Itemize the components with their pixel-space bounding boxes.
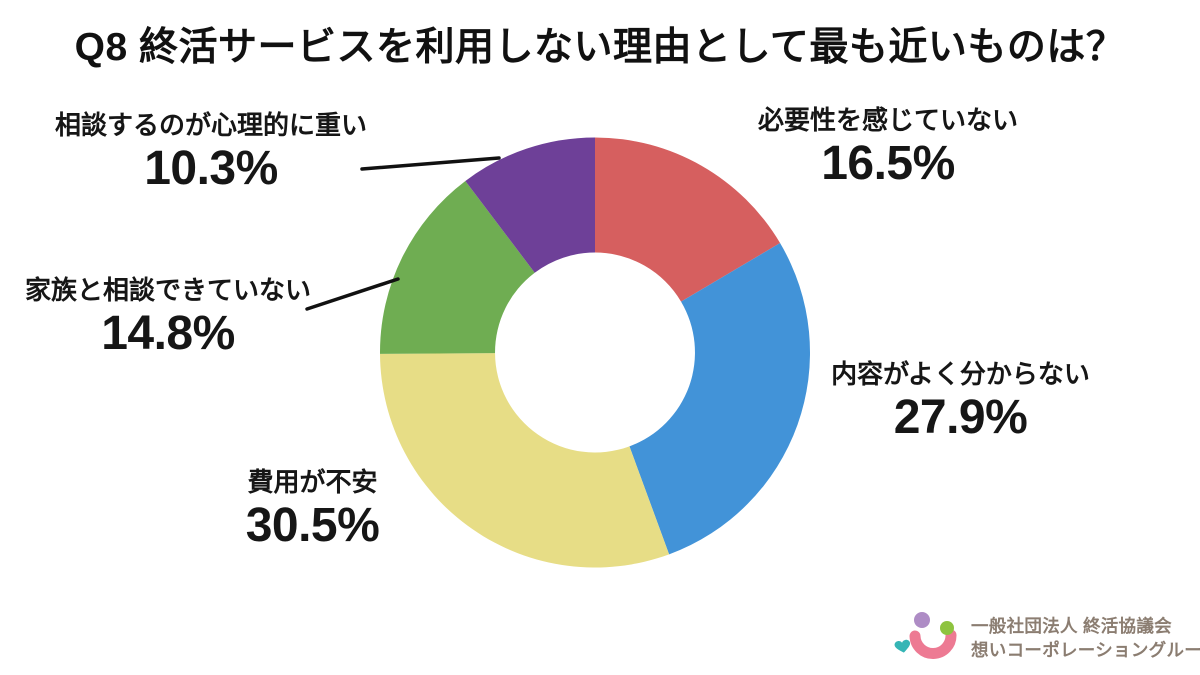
slice-callout-1: 内容がよく分からない 27.9% (808, 358, 1113, 444)
logo-text: 一般社団法人 終活協議会 想いコーポレーショングループ (971, 614, 1200, 662)
slice-value: 10.3% (144, 141, 278, 195)
logo-dot-green (940, 621, 954, 635)
slice-callout-3: 家族と相談できていない 14.8% (18, 274, 318, 360)
slice-value: 16.5% (821, 136, 955, 190)
slice-value: 27.9% (893, 390, 1028, 444)
pie-slice-3 (379, 180, 535, 354)
slice-label: 内容がよく分からない (831, 359, 1090, 389)
slice-callout-4: 相談するのが心理的に重い 10.3% (35, 109, 387, 195)
logo-heart (894, 639, 911, 653)
logo-org-name: 一般社団法人 終活協議会 (971, 616, 1172, 636)
leader-line (360, 156, 501, 171)
slice-callout-2: 費用が不安 30.5% (165, 466, 460, 552)
slice-value: 14.8% (101, 306, 235, 360)
pie-slice-2 (380, 353, 670, 568)
slice-callout-0: 必要性を感じていない 16.5% (738, 104, 1038, 190)
pie-slice-0 (595, 137, 781, 302)
pie-slice-4 (465, 137, 595, 273)
pie-slice-1 (629, 243, 810, 555)
brand-logo: 一般社団法人 終活協議会 想いコーポレーショングループ (893, 602, 1200, 674)
slice-label: 相談するのが心理的に重い (54, 110, 367, 140)
smile-logo-icon (894, 612, 957, 659)
slice-label: 必要性を感じていない (757, 105, 1018, 135)
slice-label: 家族と相談できていない (24, 275, 311, 305)
logo-group-name: 想いコーポレーショングループ (971, 640, 1200, 660)
slice-value: 30.5% (245, 498, 380, 552)
chart-title: Q8 終活サービスを利用しない理由として最も近いものは？ (74, 26, 1126, 69)
logo-smile-arc (909, 629, 957, 659)
slice-label: 費用が不安 (247, 467, 378, 497)
leader-line (305, 277, 400, 311)
logo-dot-purple (914, 612, 930, 628)
